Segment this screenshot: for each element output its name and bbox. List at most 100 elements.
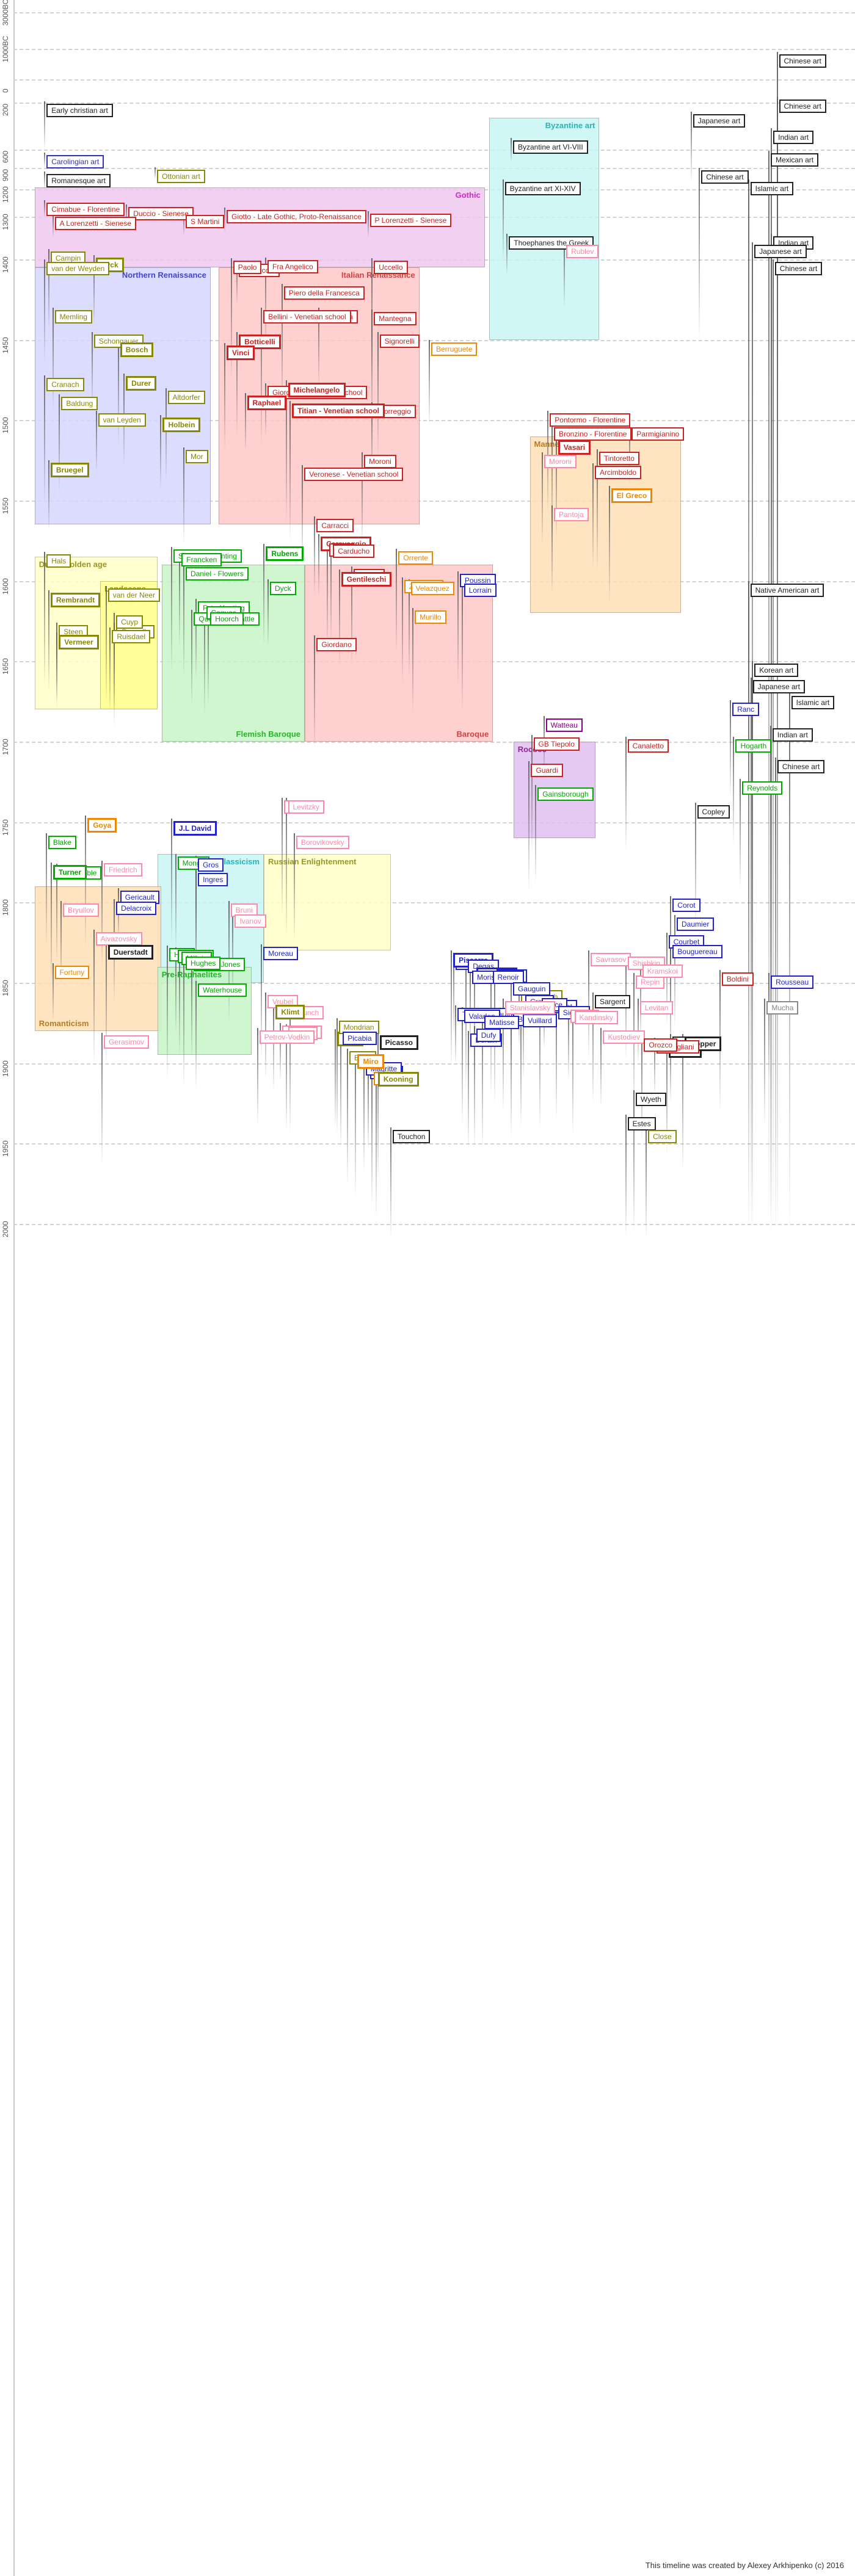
artist-lifeline <box>670 1034 672 1104</box>
artist-label: Bouguereau <box>672 945 722 959</box>
artist-label: S Martini <box>186 214 225 228</box>
movement-region: Russian Enlightenment <box>264 854 391 951</box>
artist-lifeline <box>179 949 181 1057</box>
artist-lifeline <box>511 1010 512 1139</box>
artist-lifeline <box>289 400 291 543</box>
artist-label: Islamic art <box>791 696 835 709</box>
artist-label: Rembrandt <box>50 593 101 608</box>
artist-label: Botticelli <box>239 334 281 349</box>
artist-label: Parmigianino <box>631 427 685 441</box>
artist-label: Dyck <box>270 582 296 596</box>
artist-lifeline <box>506 234 508 276</box>
artist-lifeline <box>93 255 95 325</box>
artist-lifeline <box>461 1007 463 1124</box>
artist-lifeline <box>117 339 119 446</box>
artist-label: Goya <box>87 818 117 833</box>
artist-label: Lorrain <box>464 583 497 597</box>
year-tick-label: 1800 <box>1 899 10 916</box>
artist-label: Hogarth <box>735 739 772 753</box>
artist-lifeline <box>224 342 225 451</box>
artist-label: van der Neer <box>107 588 161 602</box>
artist-label: Japanese art <box>754 245 807 258</box>
artist-label: Kramskoi <box>642 964 683 978</box>
artist-lifeline <box>224 208 225 233</box>
artist-lifeline <box>281 283 283 408</box>
year-gridline <box>13 168 855 169</box>
artist-lifeline <box>330 542 332 642</box>
artist-lifeline <box>457 571 459 686</box>
artist-lifeline <box>48 248 49 330</box>
artist-label: Petrov-Vodkin <box>259 1030 315 1044</box>
year-tick-label: 1300 <box>1 214 10 230</box>
artist-lifeline <box>191 610 193 707</box>
artist-label: Rublev <box>566 245 599 258</box>
artist-lifeline <box>273 1002 275 1093</box>
artist-lifeline <box>281 798 283 916</box>
artist-lifeline <box>318 534 320 597</box>
artist-lifeline <box>191 955 193 1060</box>
artist-lifeline <box>179 550 181 649</box>
artist-label: Mantegna <box>374 311 417 325</box>
artist-lifeline <box>44 200 46 218</box>
artist-lifeline <box>564 242 566 308</box>
artist-lifeline <box>60 900 62 986</box>
artist-lifeline <box>183 565 184 678</box>
artist-label: Native American art <box>750 583 824 597</box>
artist-label: Moroni <box>544 455 577 468</box>
artist-lifeline <box>293 833 295 943</box>
artist-lifeline <box>482 1013 484 1150</box>
artist-lifeline <box>91 331 93 406</box>
artist-label: Aivazovsky <box>95 932 142 946</box>
artist-label: Friedrich <box>104 863 142 877</box>
artist-label: Levitzky <box>288 800 324 814</box>
movement-region: Byzantine art <box>489 118 600 340</box>
year-tick-label: 1500 <box>1 417 10 434</box>
artist-lifeline <box>408 579 410 678</box>
artist-lifeline <box>232 912 234 996</box>
artist-lifeline <box>44 171 46 189</box>
artist-label: Bryullov <box>63 903 99 917</box>
artist-label: Rubens <box>266 546 304 562</box>
artist-lifeline <box>555 438 557 540</box>
artist-lifeline <box>367 211 369 237</box>
year-tick-label: 900 <box>1 168 10 181</box>
artist-lifeline <box>314 635 316 750</box>
artist-lifeline <box>752 661 754 1233</box>
artist-label: Boldini <box>721 972 754 986</box>
artist-label: GB Tiepolo <box>533 737 580 751</box>
artist-label: Renoir <box>492 971 524 985</box>
artist-label: Indian art <box>772 728 813 742</box>
artist-label: van Leyden <box>98 413 146 427</box>
artist-lifeline <box>641 1035 643 1142</box>
year-tick-label: 1400 <box>1 256 10 273</box>
artist-lifeline <box>167 946 169 1079</box>
artist-label: Ivanov <box>235 914 266 928</box>
artist-lifeline <box>401 577 403 684</box>
year-gridline <box>13 902 855 904</box>
year-gridline <box>13 150 855 151</box>
artist-lifeline <box>230 258 232 380</box>
artist-label: Japanese art <box>752 679 805 693</box>
artist-lifeline <box>473 1026 475 1149</box>
artist-lifeline <box>531 735 533 855</box>
year-gridline <box>13 1143 855 1145</box>
artist-label: Japanese art <box>693 114 746 128</box>
artist-lifeline <box>390 1127 392 1238</box>
artist-label: Ottonian art <box>157 170 205 183</box>
artist-label: Indian art <box>773 131 814 145</box>
artist-lifeline <box>690 112 692 183</box>
artist-label: Fortuny <box>54 966 90 980</box>
artist-lifeline <box>730 700 732 798</box>
artist-label: Carracci <box>316 519 354 533</box>
artist-lifeline <box>126 204 128 225</box>
artist-lifeline <box>44 259 46 363</box>
artist-label: Uccello <box>374 260 408 274</box>
year-tick-label: 2000 <box>1 1221 10 1237</box>
artist-lifeline <box>694 803 696 927</box>
artist-lifeline <box>454 1005 456 1065</box>
artist-lifeline <box>646 1127 647 1238</box>
artist-lifeline <box>45 833 47 946</box>
movement-title: Byzantine art <box>545 121 595 131</box>
artist-lifeline <box>539 996 540 1129</box>
